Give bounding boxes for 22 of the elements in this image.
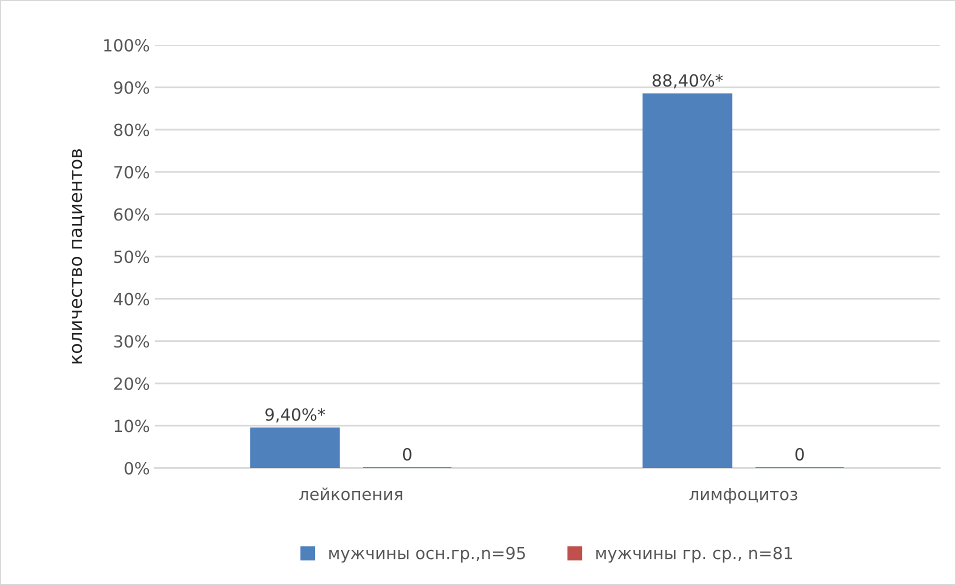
y-tick-label: 20% [114, 377, 150, 390]
y-tick-label: 90% [114, 81, 150, 94]
data-label: 0 [403, 448, 412, 461]
y-tick-label: 60% [114, 208, 150, 221]
y-tick-label: 30% [114, 335, 150, 348]
legend-label: мужчины гр. ср., n=81 [596, 546, 792, 563]
data-label: 9,40%* [265, 408, 326, 423]
bar [250, 428, 340, 468]
legend-label: мужчины осн.гр.,n=95 [329, 546, 525, 563]
y-tick-label: 80% [114, 124, 150, 136]
data-label: 0 [795, 448, 804, 461]
y-tick-label: 100% [104, 39, 150, 52]
y-tick-label: 50% [114, 250, 150, 264]
bar [642, 93, 732, 468]
x-tick-label: лимфоцитоз [689, 488, 798, 504]
x-tick-label: лейкопения [299, 488, 402, 500]
y-axis-title: количество пациентов [72, 149, 84, 364]
y-tick-label: 0% [124, 462, 150, 475]
y-tick-label: 70% [114, 166, 150, 178]
y-tick-label: 10% [114, 420, 150, 432]
y-tick-label: 40% [114, 292, 150, 306]
data-label: 88,40%* [652, 74, 723, 88]
